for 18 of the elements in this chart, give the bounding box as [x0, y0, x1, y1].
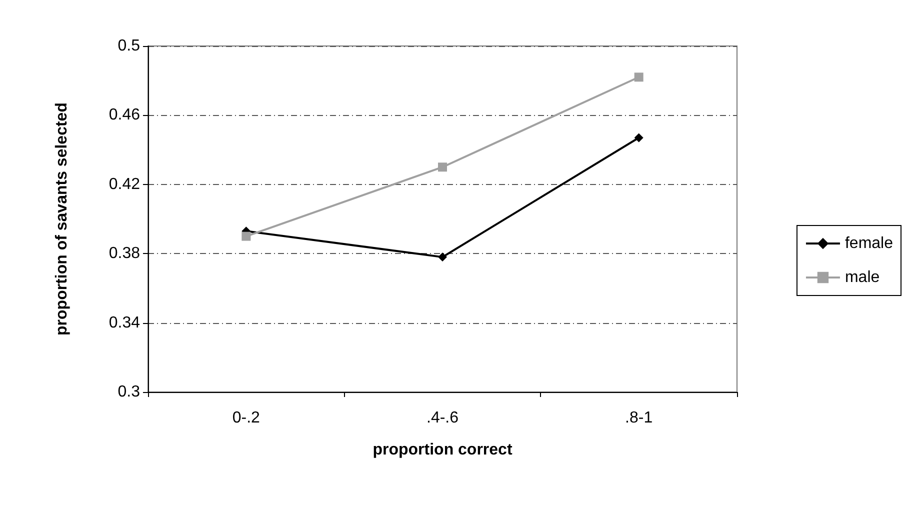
point	[438, 162, 447, 172]
x-axis-title: proportion correct	[372, 442, 513, 458]
point	[634, 133, 644, 142]
y-tick-label: 0.42	[108, 176, 140, 193]
y-tick-label: 0.3	[118, 384, 140, 400]
x-tick-label: 0-.2	[232, 410, 260, 426]
point	[242, 232, 251, 241]
point	[438, 252, 447, 262]
point	[634, 72, 644, 82]
legend-label: female	[844, 235, 894, 252]
x-tick-label: .8-1	[625, 410, 653, 426]
y-tick-label: 0.5	[118, 38, 140, 54]
legend-label: male	[844, 269, 880, 286]
y-tick-label: 0.46	[108, 106, 140, 124]
x-tick-label: .4-.6	[426, 410, 459, 426]
y-axis-title: proportion of savants selected	[54, 102, 70, 336]
y-tick-label: 0.38	[108, 245, 140, 262]
y-tick-label: 0.34	[108, 314, 140, 332]
